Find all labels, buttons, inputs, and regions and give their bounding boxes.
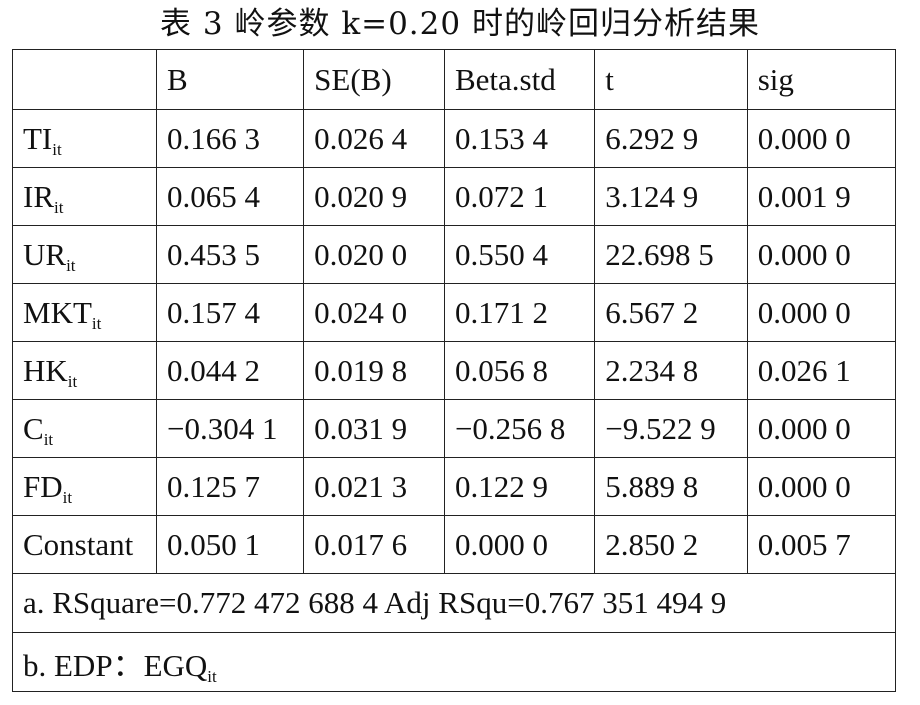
b-cell: 0.044 2: [155, 341, 305, 400]
b-cell: −0.304 1: [155, 399, 305, 458]
variable-subscript: it: [91, 313, 102, 333]
se-cell: 0.019 8: [303, 341, 445, 400]
t-cell: −9.522 9: [594, 399, 748, 458]
t-cell: 2.850 2: [594, 515, 748, 574]
variable-subscript: it: [54, 197, 64, 217]
t-cell: 2.234 8: [594, 341, 748, 400]
t-cell: 3.124 9: [594, 167, 748, 226]
t-cell: 6.292 9: [594, 109, 748, 168]
note-dependent-variable: b. EDP：EGQit: [12, 632, 896, 692]
beta-cell: 0.122 9: [443, 457, 596, 516]
note-b-subscript: it: [207, 666, 217, 686]
variable-name: MKT: [23, 294, 92, 330]
se-cell: 0.031 9: [303, 399, 445, 458]
b-cell: 0.065 4: [155, 167, 305, 226]
variable-cell: FDit: [12, 457, 157, 516]
table-row-fd: FDit 0.125 7 0.021 3 0.122 9 5.889 8 0.0…: [12, 457, 897, 516]
se-cell: 0.020 9: [303, 167, 445, 226]
sig-cell: 0.000 0: [746, 399, 897, 458]
t-cell: 5.889 8: [594, 457, 748, 516]
variable-name: UR: [23, 236, 67, 272]
variable-subscript: it: [66, 255, 76, 275]
variable-cell: HKit: [12, 341, 157, 400]
sig-cell: 0.000 0: [746, 109, 897, 168]
variable-name: HK: [23, 352, 68, 388]
table-header-row: B SE(B) Beta.std t sig: [12, 49, 897, 110]
table-row-ir: IRit 0.065 4 0.020 9 0.072 1 3.124 9 0.0…: [12, 167, 897, 226]
variable-cell: Constant: [12, 515, 157, 574]
beta-cell: −0.256 8: [443, 399, 596, 458]
beta-cell: 0.171 2: [443, 283, 596, 342]
b-cell: 0.166 3: [155, 109, 305, 168]
beta-cell: 0.153 4: [443, 109, 596, 168]
table-row-constant: Constant 0.050 1 0.017 6 0.000 0 2.850 2…: [12, 515, 897, 574]
t-cell: 22.698 5: [594, 225, 748, 284]
beta-cell: 0.550 4: [443, 225, 596, 284]
variable-subscript: it: [67, 371, 78, 391]
variable-cell: TIit: [12, 109, 157, 168]
table-row-mkt: MKTit 0.157 4 0.024 0 0.171 2 6.567 2 0.…: [12, 283, 897, 342]
sig-cell: 0.026 1: [746, 341, 897, 400]
se-cell: 0.021 3: [303, 457, 445, 516]
beta-cell: 0.000 0: [443, 515, 596, 574]
note-row-b: b. EDP：EGQit: [12, 632, 896, 692]
sig-cell: 0.000 0: [746, 225, 897, 284]
variable-cell: URit: [12, 225, 157, 284]
variable-cell: Cit: [12, 399, 157, 458]
variable-subscript: it: [62, 487, 73, 507]
b-cell: 0.453 5: [155, 225, 305, 284]
table-title: 表 3 岭参数 k=0.20 时的岭回归分析结果: [160, 6, 760, 42]
header-cell-t: t: [594, 49, 748, 110]
variable-name: TI: [23, 120, 53, 156]
table-row-ti: TIit 0.166 3 0.026 4 0.153 4 6.292 9 0.0…: [12, 109, 897, 168]
sig-cell: 0.005 7: [746, 515, 897, 574]
b-cell: 0.157 4: [155, 283, 305, 342]
table-row-c: Cit −0.304 1 0.031 9 −0.256 8 −9.522 9 0…: [12, 399, 897, 458]
header-cell-variable: [12, 49, 157, 110]
sig-cell: 0.000 0: [746, 457, 897, 516]
se-cell: 0.017 6: [303, 515, 445, 574]
b-cell: 0.050 1: [155, 515, 305, 574]
beta-cell: 0.056 8: [443, 341, 596, 400]
se-cell: 0.026 4: [303, 109, 445, 168]
variable-name: Constant: [23, 526, 134, 562]
note-row-a: a. RSquare=0.772 472 688 4 Adj RSqu=0.76…: [12, 573, 896, 633]
ridge-regression-table: B SE(B) Beta.std t sig TIit 0.166 3 0.02…: [12, 49, 897, 692]
table-row-ur: URit 0.453 5 0.020 0 0.550 4 22.698 5 0.…: [12, 225, 897, 284]
variable-subscript: it: [52, 139, 62, 159]
t-cell: 6.567 2: [594, 283, 748, 342]
header-cell-sig: sig: [746, 49, 897, 110]
variable-name: IR: [23, 178, 54, 214]
table-row-hk: HKit 0.044 2 0.019 8 0.056 8 2.234 8 0.0…: [12, 341, 897, 400]
header-cell-beta-std: Beta.std: [443, 49, 596, 110]
variable-cell: MKTit: [12, 283, 157, 342]
se-cell: 0.024 0: [303, 283, 445, 342]
variable-name: C: [23, 410, 44, 446]
b-cell: 0.125 7: [155, 457, 305, 516]
variable-subscript: it: [43, 429, 54, 449]
variable-cell: IRit: [12, 167, 157, 226]
variable-name: FD: [23, 468, 63, 504]
header-cell-se-b: SE(B): [303, 49, 445, 110]
sig-cell: 0.001 9: [746, 167, 897, 226]
note-b-text: b. EDP：EGQ: [23, 647, 208, 683]
sig-cell: 0.000 0: [746, 283, 897, 342]
header-cell-b: B: [155, 49, 305, 110]
se-cell: 0.020 0: [303, 225, 445, 284]
note-rsquare: a. RSquare=0.772 472 688 4 Adj RSqu=0.76…: [12, 573, 896, 633]
beta-cell: 0.072 1: [443, 167, 596, 226]
